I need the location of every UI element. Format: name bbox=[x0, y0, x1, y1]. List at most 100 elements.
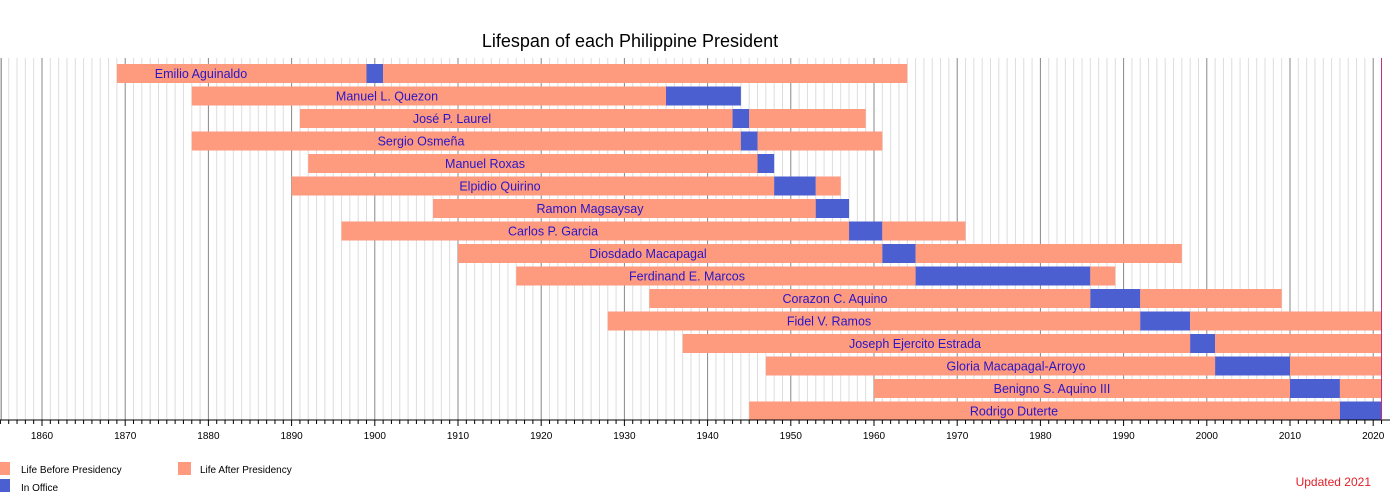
bar-life-before bbox=[341, 221, 850, 241]
bar-life-after bbox=[757, 131, 883, 151]
president-row: Emilio Aguinaldo bbox=[116, 64, 908, 83]
bar-life-before bbox=[682, 334, 1191, 353]
president-name: Fidel V. Ramos bbox=[787, 315, 871, 329]
bar-life-after bbox=[1339, 379, 1382, 398]
bar-in-office bbox=[732, 109, 750, 128]
x-tick-label: 2000 bbox=[1196, 431, 1219, 442]
bar-in-office bbox=[815, 199, 850, 218]
president-row: Sergio Osmeña bbox=[191, 131, 883, 151]
president-name: Ramon Magsaysay bbox=[537, 202, 645, 216]
bar-in-office bbox=[757, 154, 775, 173]
bar-life-before bbox=[291, 176, 775, 196]
president-row: Ferdinand E. Marcos bbox=[516, 266, 1116, 286]
x-tick-label: 1970 bbox=[946, 431, 969, 442]
bar-life-before bbox=[516, 266, 916, 286]
president-name: Carlos P. Garcia bbox=[508, 225, 598, 239]
x-tick-label: 1980 bbox=[1029, 431, 1052, 442]
bar-life-after bbox=[815, 176, 841, 196]
x-tick-label: 1940 bbox=[696, 431, 719, 442]
legend-label-before: Life Before Presidency bbox=[21, 465, 122, 476]
president-name: Elpidio Quirino bbox=[459, 180, 540, 194]
president-name: Manuel Roxas bbox=[445, 157, 525, 171]
legend-swatch-after bbox=[178, 462, 191, 475]
x-tick-label: 1950 bbox=[780, 431, 803, 442]
bar-life-before bbox=[607, 311, 1141, 331]
bar-life-after bbox=[1190, 311, 1382, 331]
president-name: Joseph Ejercito Estrada bbox=[849, 337, 981, 351]
x-tick-label: 2020 bbox=[1362, 431, 1385, 442]
president-name: Emilio Aguinaldo bbox=[155, 67, 247, 81]
president-name: Diosdado Macapagal bbox=[589, 247, 706, 261]
bar-life-after bbox=[1215, 334, 1382, 353]
bar-life-before bbox=[191, 86, 666, 106]
president-name: Gloria Macapagal-Arroyo bbox=[947, 360, 1086, 374]
president-row: Benigno S. Aquino III bbox=[874, 379, 1382, 398]
legend-label-after: Life After Presidency bbox=[200, 465, 292, 476]
bar-in-office bbox=[1140, 311, 1191, 331]
bar-in-office bbox=[1215, 356, 1290, 376]
x-tick-label: 1920 bbox=[530, 431, 553, 442]
president-name: José P. Laurel bbox=[413, 112, 491, 126]
bar-life-before bbox=[765, 356, 1216, 376]
bar-in-office bbox=[1190, 334, 1216, 353]
bar-life-before bbox=[749, 401, 1340, 421]
bar-life-before bbox=[299, 109, 733, 128]
bar-life-before bbox=[874, 379, 1290, 398]
president-row: Corazon C. Aquino bbox=[649, 289, 1282, 308]
legend-swatch-before bbox=[0, 462, 10, 475]
bar-life-before bbox=[458, 244, 883, 263]
bar-in-office bbox=[1339, 401, 1382, 421]
bar-in-office bbox=[1090, 289, 1141, 308]
bar-in-office bbox=[915, 266, 1091, 286]
president-row: Fidel V. Ramos bbox=[607, 311, 1382, 331]
bar-in-office bbox=[366, 64, 384, 83]
president-row: Rodrigo Duterte bbox=[749, 401, 1382, 421]
bar-life-before bbox=[116, 64, 367, 83]
president-row: Manuel Roxas bbox=[308, 154, 775, 173]
president-name: Benigno S. Aquino III bbox=[994, 382, 1111, 396]
legend-label-office: In Office bbox=[21, 483, 58, 494]
updated-note: Updated 2021 bbox=[1296, 475, 1372, 489]
president-name: Manuel L. Quezon bbox=[336, 90, 438, 104]
bar-life-after bbox=[1290, 356, 1382, 376]
president-name: Sergio Osmeña bbox=[378, 135, 465, 149]
bar-life-before bbox=[191, 131, 741, 151]
bar-life-before bbox=[649, 289, 1091, 308]
x-tick-label: 1990 bbox=[1112, 431, 1135, 442]
president-name: Corazon C. Aquino bbox=[783, 292, 888, 306]
legend: Life Before Presidency Life After Presid… bbox=[0, 462, 292, 494]
x-tick-label: 2010 bbox=[1279, 431, 1302, 442]
president-row: Manuel L. Quezon bbox=[191, 86, 741, 106]
x-tick-label: 1860 bbox=[31, 431, 54, 442]
legend-swatch-office bbox=[0, 479, 10, 492]
president-name: Rodrigo Duterte bbox=[970, 405, 1058, 419]
x-tick-label: 1960 bbox=[863, 431, 886, 442]
bar-life-after bbox=[383, 64, 908, 83]
bar-life-after bbox=[1140, 289, 1282, 308]
president-name: Ferdinand E. Marcos bbox=[629, 270, 745, 284]
bar-in-office bbox=[882, 244, 916, 263]
president-row: Carlos P. Garcia bbox=[341, 221, 966, 241]
president-row: Gloria Macapagal-Arroyo bbox=[765, 356, 1382, 376]
bar-in-office bbox=[849, 221, 883, 241]
bar-in-office bbox=[666, 86, 741, 106]
x-tick-label: 1930 bbox=[613, 431, 636, 442]
bar-life-after bbox=[749, 109, 866, 128]
x-tick-label: 1910 bbox=[447, 431, 470, 442]
chart-title: Lifespan of each Philippine President bbox=[482, 31, 778, 51]
bar-life-after bbox=[1090, 266, 1116, 286]
bar-life-after bbox=[915, 244, 1182, 263]
bar-in-office bbox=[740, 131, 758, 151]
bar-life-before bbox=[308, 154, 758, 173]
bar-life-before bbox=[433, 199, 816, 218]
x-tick-label: 1890 bbox=[280, 431, 303, 442]
bar-in-office bbox=[1290, 379, 1340, 398]
bar-life-after bbox=[882, 221, 966, 241]
president-row: Elpidio Quirino bbox=[291, 176, 841, 196]
x-tick-label: 1870 bbox=[114, 431, 137, 442]
president-row: Joseph Ejercito Estrada bbox=[682, 334, 1382, 353]
president-row: Diosdado Macapagal bbox=[458, 244, 1182, 263]
bar-in-office bbox=[774, 176, 816, 196]
